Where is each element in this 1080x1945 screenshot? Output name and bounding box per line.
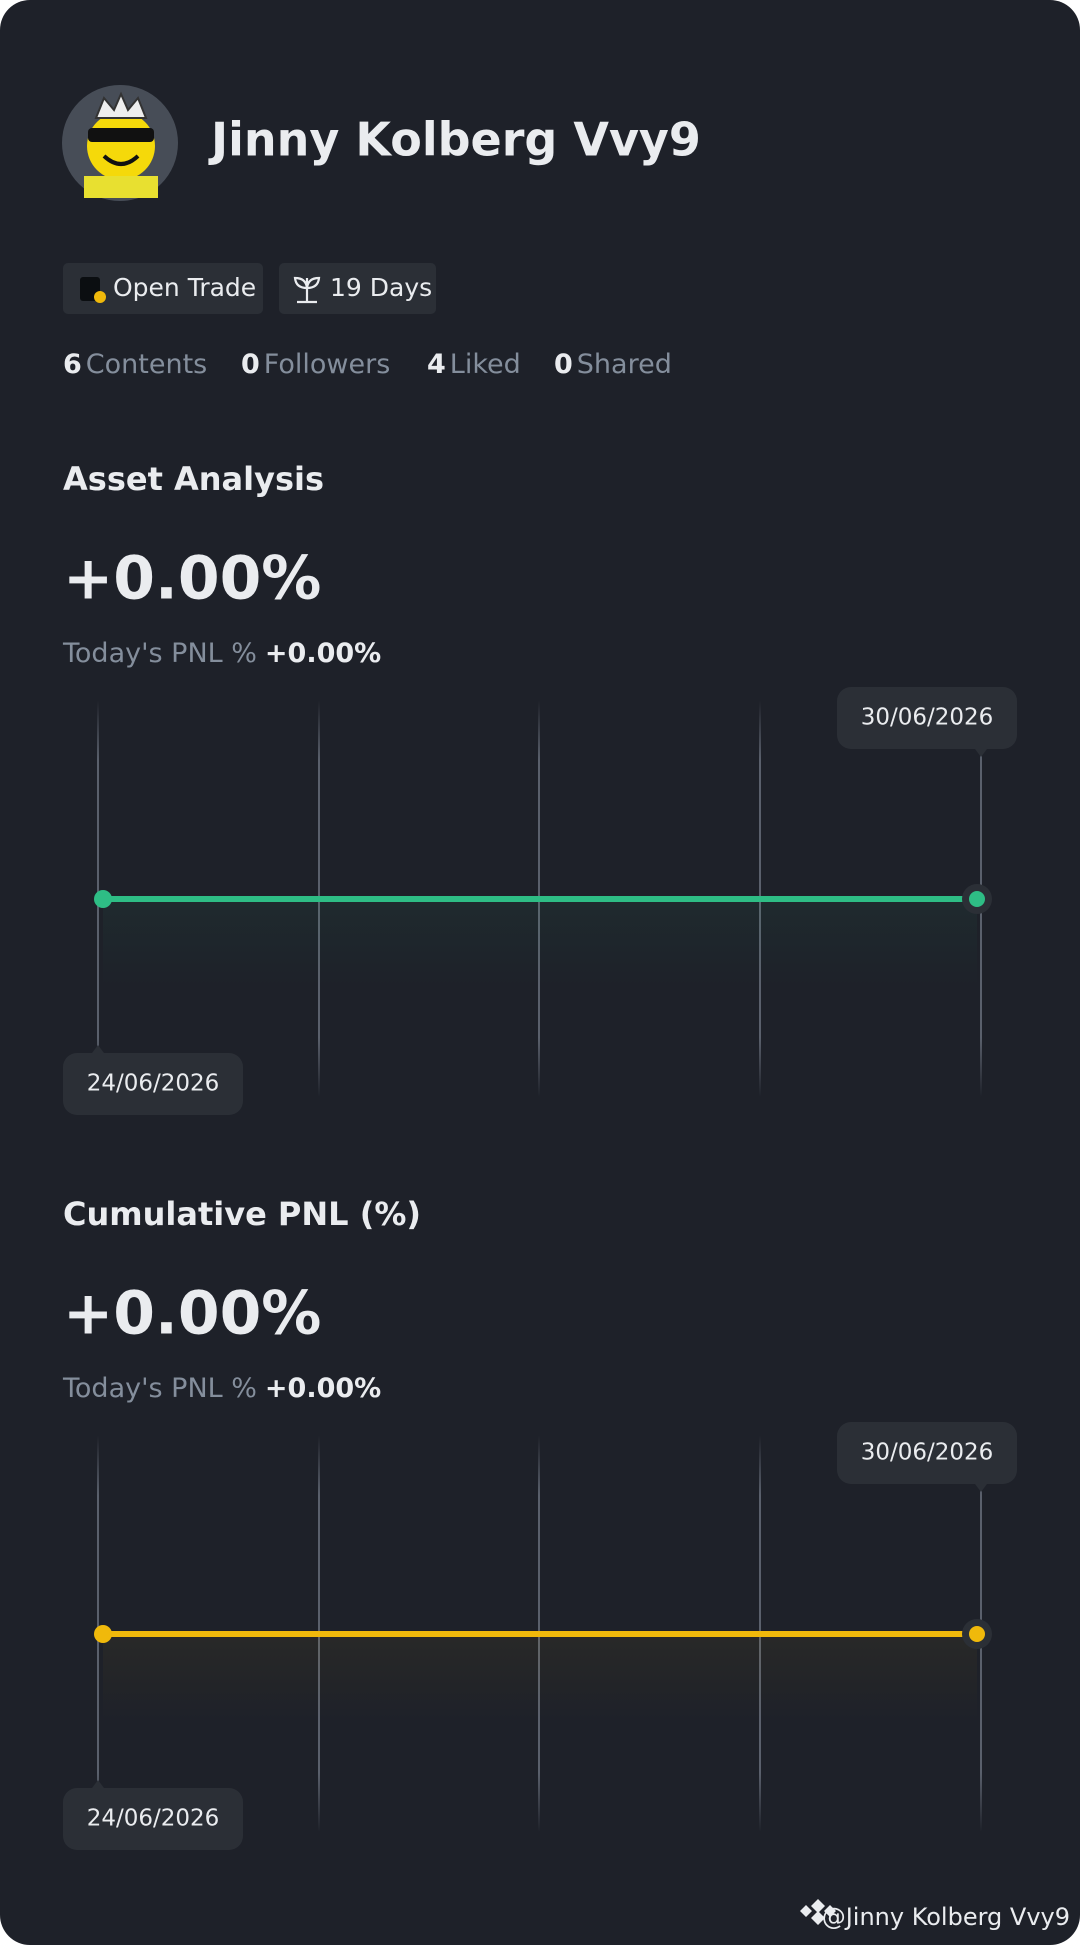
end-date: 30/06/2026: [861, 1440, 994, 1466]
start-point: [94, 1625, 112, 1643]
stat: 0 Shared: [554, 349, 672, 380]
today-value: +0.00%: [265, 1373, 381, 1404]
tooltip-pointer: [92, 1045, 104, 1053]
badge-label: Open Trade: [113, 273, 256, 302]
badge: [63, 263, 263, 314]
today-label: Today's PNL %: [62, 638, 257, 669]
avatar: [62, 85, 178, 201]
today-pnl: Today's PNL % +0.00%: [62, 1373, 381, 1404]
stat-label: Shared: [577, 349, 672, 380]
start-date: 24/06/2026: [87, 1806, 220, 1832]
start-date: 24/06/2026: [87, 1071, 220, 1097]
tooltip-pointer: [92, 1780, 104, 1788]
badge: [279, 263, 436, 314]
badge-icon: [94, 291, 106, 303]
area: [103, 899, 977, 987]
end-date: 30/06/2026: [861, 705, 994, 731]
tooltip-pointer: [975, 1484, 987, 1492]
today-pnl: Today's PNL % +0.00%: [62, 638, 381, 669]
start-point: [94, 890, 112, 908]
date-tooltip: [837, 1422, 1017, 1484]
today-label: Today's PNL %: [62, 1373, 257, 1404]
end-point: [969, 1626, 985, 1642]
stat-label: Followers: [264, 349, 390, 380]
stat-value: 4: [427, 349, 446, 380]
footer-logo: [800, 1899, 836, 1925]
tooltip-pointer: [975, 749, 987, 757]
footer-handle: @Jinny Kolberg Vvy9: [822, 1903, 1070, 1931]
stat-value: 0: [241, 349, 260, 380]
pnl-total: +0.00%: [63, 1279, 321, 1349]
today-value: +0.00%: [265, 638, 381, 669]
section-title: Asset Analysis: [63, 460, 324, 498]
stat: 4 Liked: [427, 349, 521, 380]
end-point: [969, 891, 985, 907]
area: [103, 1634, 977, 1722]
badge-label: 19 Days: [330, 273, 432, 302]
date-tooltip: [63, 1788, 243, 1850]
stat-label: Contents: [86, 349, 207, 380]
badge-icon: [293, 276, 321, 304]
stat: 0 Followers: [241, 349, 390, 380]
stat-label: Liked: [450, 349, 521, 380]
pnl-total: +0.00%: [63, 544, 321, 614]
stat-value: 6: [63, 349, 82, 380]
stat: 6 Contents: [63, 349, 207, 380]
section-title: Cumulative PNL (%): [63, 1195, 421, 1233]
date-tooltip: [837, 687, 1017, 749]
user-name: Jinny Kolberg Vvy9: [208, 113, 701, 167]
stat-value: 0: [554, 349, 573, 380]
date-tooltip: [63, 1053, 243, 1115]
